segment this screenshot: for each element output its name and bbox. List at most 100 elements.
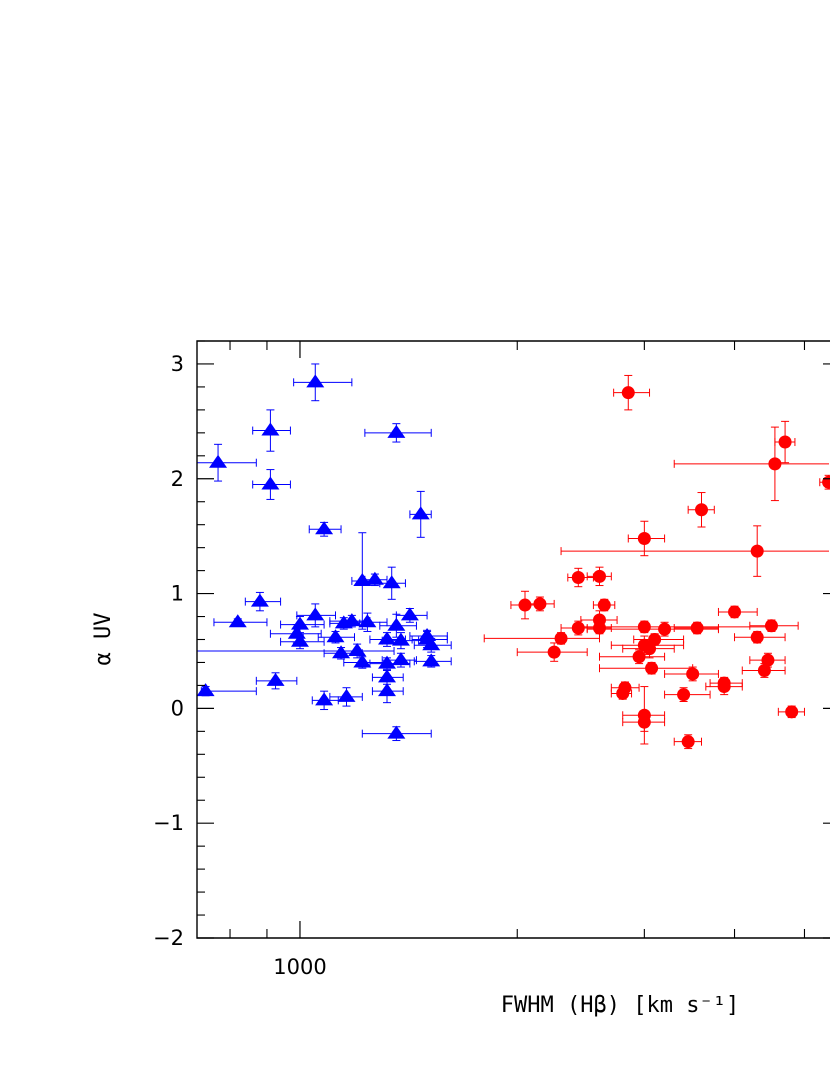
- triangle-marker: [422, 637, 441, 651]
- circle-marker: [822, 475, 830, 489]
- circle-marker: [785, 705, 799, 719]
- data-point: [516, 642, 588, 662]
- data-point: [280, 633, 325, 650]
- triangle-marker: [378, 631, 397, 645]
- circle-marker: [533, 597, 547, 611]
- data-point: [381, 652, 417, 668]
- data-point: [293, 363, 353, 402]
- circle-marker: [677, 688, 691, 702]
- data-point: [252, 409, 291, 452]
- triangle-marker: [348, 642, 367, 656]
- triangle-marker: [290, 616, 309, 630]
- triangle-marker: [228, 614, 247, 628]
- data-point: [213, 614, 268, 628]
- triangle-marker: [387, 725, 406, 739]
- y-tick-label: −1: [153, 811, 184, 835]
- data-point: [573, 620, 772, 634]
- data-point: [244, 591, 282, 612]
- triangle-marker: [196, 683, 215, 697]
- circle-marker: [764, 619, 778, 633]
- circle-marker: [750, 630, 764, 644]
- data-point: [749, 619, 799, 633]
- circle-marker: [778, 435, 792, 449]
- y-tick-label: −2: [153, 926, 184, 950]
- circle-marker: [592, 621, 606, 635]
- triangle-marker: [209, 454, 228, 468]
- data-point: [308, 521, 342, 537]
- circle-marker: [658, 622, 672, 636]
- data-point: [749, 652, 786, 668]
- data-point: [196, 683, 257, 697]
- data-point: [819, 474, 830, 490]
- data-point: [610, 681, 640, 695]
- triangle-marker: [266, 672, 285, 686]
- triangle-marker: [411, 506, 430, 520]
- data-point: [371, 669, 404, 685]
- circle-marker: [632, 650, 646, 664]
- triangle-marker: [353, 654, 372, 668]
- data-point: [592, 598, 616, 612]
- data-point: [741, 663, 786, 678]
- data-point: [255, 672, 298, 690]
- data-point: [196, 443, 257, 482]
- triangle-marker: [306, 607, 325, 621]
- series-circles: [483, 374, 830, 750]
- data-point: [673, 426, 829, 502]
- data-point: [252, 469, 291, 500]
- data-point: [622, 686, 666, 745]
- series-triangles: [196, 363, 452, 742]
- circle-marker: [621, 386, 635, 400]
- data-point: [613, 374, 651, 411]
- triangle-marker: [315, 692, 334, 706]
- circle-marker: [554, 631, 568, 645]
- circle-marker: [637, 620, 651, 634]
- data-point: [777, 705, 805, 719]
- circle-marker: [648, 633, 662, 646]
- triangle-marker: [261, 422, 280, 436]
- data-point: [351, 612, 388, 632]
- y-tick-label: 3: [171, 352, 184, 376]
- circle-marker: [695, 503, 709, 517]
- circle-marker: [681, 735, 695, 749]
- triangle-marker: [391, 652, 410, 666]
- y-tick-label: 1: [171, 582, 184, 606]
- data-point: [395, 607, 428, 623]
- data-point: [717, 605, 758, 619]
- triangle-marker: [250, 593, 269, 607]
- triangle-marker: [418, 628, 437, 642]
- data-point: [379, 566, 406, 600]
- data-point: [734, 630, 786, 644]
- circle-marker: [686, 667, 700, 681]
- x-axis-label: FWHM (Hβ) [km s⁻¹]: [501, 993, 739, 1018]
- data-point: [673, 621, 719, 635]
- data-point: [687, 492, 715, 528]
- triangle-marker: [306, 374, 325, 388]
- circle-marker: [717, 680, 731, 694]
- circle-marker: [618, 681, 632, 695]
- data-point: [317, 629, 356, 644]
- circle-marker: [571, 571, 585, 585]
- triangle-marker: [326, 629, 345, 643]
- triangle-marker: [378, 683, 397, 697]
- circle-marker: [728, 605, 742, 619]
- data-point: [524, 596, 555, 612]
- data-point: [664, 687, 711, 702]
- data-point: [627, 520, 666, 557]
- triangle-marker: [353, 572, 372, 586]
- triangle-marker: [400, 607, 419, 621]
- data-point: [598, 661, 694, 675]
- data-point: [413, 637, 452, 653]
- triangle-marker: [378, 669, 397, 683]
- triangle-marker: [387, 424, 406, 438]
- circle-marker: [761, 653, 775, 667]
- data-point: [364, 423, 432, 443]
- data-point: [409, 490, 432, 538]
- data-point: [560, 525, 829, 577]
- triangle-marker: [290, 633, 309, 647]
- data-point: [196, 642, 395, 659]
- triangle-marker: [387, 617, 406, 631]
- data-point: [413, 653, 452, 668]
- circle-marker: [597, 598, 611, 612]
- data-point: [774, 420, 796, 464]
- data-point: [567, 567, 594, 588]
